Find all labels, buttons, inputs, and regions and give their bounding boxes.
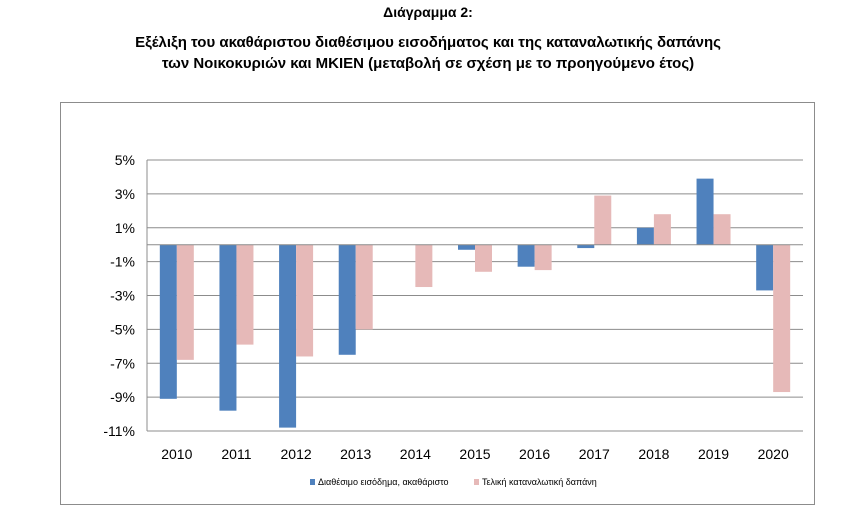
bar-disposable-income <box>219 244 237 411</box>
bar-disposable-income <box>458 244 475 250</box>
bar-consumption <box>594 195 612 245</box>
legend-swatch <box>310 479 315 485</box>
bar-chart: 5% 3% 1% -1% -3% -5% -7% -9% -11% 2010 2011 2012 201… <box>103 152 803 487</box>
bar-disposable-income <box>279 244 297 428</box>
y-tick-label: -11% <box>103 423 135 439</box>
bar-disposable-income <box>756 244 774 291</box>
y-tick-label: -1% <box>110 254 135 270</box>
legend-swatch <box>474 479 479 485</box>
y-tick-label: 3% <box>115 186 135 202</box>
bar-disposable-income <box>577 244 595 249</box>
chart-title-line-1: Εξέλιξη του ακαθάριστου διαθέσιμου εισοδ… <box>135 34 721 51</box>
x-tick-label: 2019 <box>698 446 729 462</box>
bar-consumption <box>176 244 194 360</box>
bar-consumption <box>773 244 791 393</box>
x-tick-label: 2011 <box>221 446 251 462</box>
x-tick-label: 2014 <box>400 446 431 462</box>
legend-label: Τελική καταναλωτική δαπάνη <box>482 477 597 487</box>
bar-consumption <box>296 244 314 357</box>
legend-label: Διαθέσιμο εισόδημα, ακαθάριστο <box>318 477 449 487</box>
bar-consumption <box>534 244 552 271</box>
bar-disposable-income <box>159 244 177 399</box>
y-tick-label: -9% <box>110 389 135 405</box>
x-tick-label: 2016 <box>519 446 550 462</box>
chart-area: 5% 3% 1% -1% -3% -5% -7% -9% -11% 2010 2011 2012 201… <box>60 102 815 505</box>
chart-subtitle: Διάγραμμα 2: <box>383 4 473 20</box>
y-tick-label: -7% <box>110 355 135 371</box>
x-tick-label: 2010 <box>161 446 192 462</box>
x-tick-label: 2013 <box>340 446 371 462</box>
x-tick-label: 2012 <box>281 446 312 462</box>
bar-consumption <box>713 214 731 245</box>
bar-disposable-income <box>338 244 356 355</box>
chart-title-line-2: των Νοικοκυριών και ΜΚΙΕΝ (μεταβολή σε σ… <box>161 55 695 72</box>
bar-consumption <box>415 244 433 288</box>
x-tick-label: 2017 <box>579 446 610 462</box>
bar-consumption <box>653 214 671 245</box>
x-tick-label: 2018 <box>638 446 669 462</box>
bar-consumption <box>355 244 373 330</box>
x-tick-label: 2020 <box>758 446 789 462</box>
y-tick-label: 5% <box>115 152 135 168</box>
y-tick-label: -3% <box>110 288 135 304</box>
bar-consumption <box>236 244 254 345</box>
y-tick-label: 1% <box>115 220 135 236</box>
bar-disposable-income <box>696 178 714 245</box>
x-tick-label: 2015 <box>459 446 490 462</box>
y-tick-label: -5% <box>110 321 135 337</box>
bar-disposable-income <box>636 227 654 245</box>
bar-consumption <box>475 244 492 272</box>
bar-disposable-income <box>517 244 535 267</box>
